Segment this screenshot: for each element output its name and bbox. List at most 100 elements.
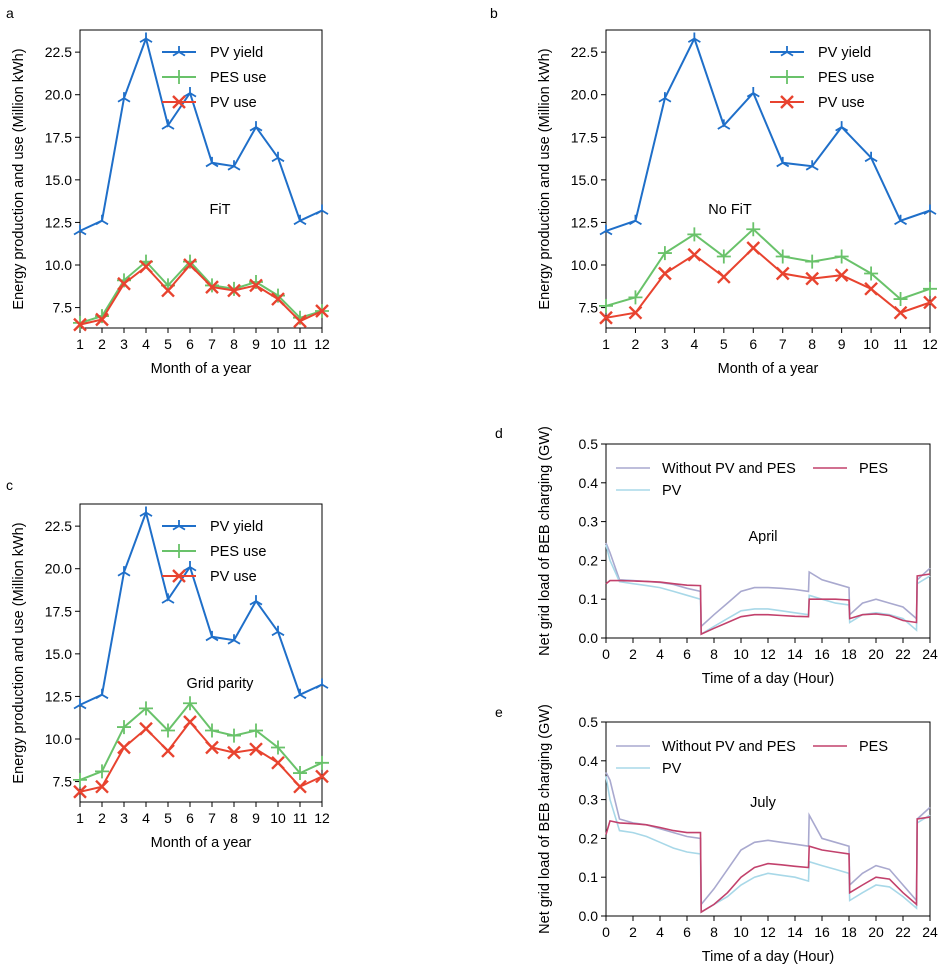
data-point (315, 755, 329, 770)
x-tick-label: 14 (787, 646, 803, 662)
data-point (293, 688, 307, 700)
y-tick-label: 20.0 (571, 87, 598, 103)
x-tick-label: 11 (293, 336, 308, 352)
series-line-e-1 (605, 776, 931, 914)
data-point (293, 766, 307, 781)
data-point (227, 634, 241, 645)
y-axis-label: Energy production and use (Million kWh) (11, 48, 27, 309)
data-point (315, 304, 329, 318)
data-point (139, 259, 153, 274)
data-point (293, 214, 307, 226)
legend-marker (172, 544, 186, 558)
data-point (249, 278, 263, 293)
axes-frame (605, 29, 931, 329)
y-tick-label: 10.0 (571, 257, 598, 273)
legend-marker (780, 46, 794, 57)
data-point (717, 119, 731, 130)
panel-e: e0 2 4 6 8 10 12 14 16 18 20 22 240.00.10.20.30.40.5… (495, 704, 938, 965)
y-tick-label: 0.3 (579, 514, 599, 530)
legend-marker (172, 520, 186, 531)
x-tick-label: 2 (632, 336, 640, 352)
data-point (205, 740, 219, 755)
panel-annotation: FiT (210, 202, 231, 218)
y-axis-label: Energy production and use (Million kWh) (11, 522, 27, 783)
y-tick-label: 15.0 (571, 172, 598, 188)
x-tick-label: 10 (733, 924, 749, 940)
legend-label: PV use (818, 95, 865, 111)
data-point (894, 214, 908, 226)
y-tick-label: 20.0 (45, 561, 72, 577)
legend-marker (172, 70, 186, 84)
y-tick-label: 22.5 (45, 518, 72, 534)
data-point (205, 630, 219, 642)
y-tick-label: 15.0 (45, 646, 72, 662)
legend-label: PV (662, 483, 682, 499)
legend-marker (780, 95, 794, 109)
data-point (249, 742, 263, 757)
x-tick-label: 22 (895, 924, 911, 940)
x-tick-label: 7 (208, 810, 216, 826)
axes-frame (79, 503, 323, 803)
data-point (893, 305, 908, 320)
data-point (73, 784, 87, 799)
data-point (249, 595, 263, 606)
x-tick-label: 8 (808, 336, 816, 352)
x-tick-label: 12 (314, 336, 330, 352)
panel-annotation: No FiT (708, 202, 752, 218)
series-line-e-0 (605, 772, 931, 907)
y-tick-label: 0.3 (579, 792, 599, 808)
x-axis-label: Month of a year (151, 361, 252, 377)
x-tick-label: 8 (230, 810, 238, 826)
data-point (117, 720, 131, 735)
y-tick-label: 10.0 (45, 731, 72, 747)
x-tick-label: 20 (868, 646, 884, 662)
data-point (73, 698, 87, 710)
legend-label: Without PV and PES (662, 461, 796, 477)
x-tick-label: 14 (787, 924, 803, 940)
legend-label: Without PV and PES (662, 739, 796, 755)
data-point (834, 249, 849, 264)
data-point (161, 119, 175, 130)
x-tick-label: 10 (863, 336, 879, 352)
data-point (161, 593, 175, 604)
panel-d: d0 2 4 6 8 10 12 14 16 18 20 22 240.00.10.20.30.40.5… (495, 425, 938, 687)
legend-label: PV use (210, 569, 257, 585)
legend-marker (780, 70, 794, 84)
y-tick-label: 0.5 (579, 436, 599, 452)
data-point (746, 222, 761, 237)
x-tick-label: 7 (208, 336, 216, 352)
data-point (183, 696, 197, 711)
data-point (249, 723, 263, 738)
y-tick-label: 22.5 (45, 44, 72, 60)
data-point (139, 721, 153, 736)
y-axis-label: Net grid load of BEB charging (GW) (537, 704, 553, 934)
x-tick-label: 4 (142, 810, 150, 826)
data-point (599, 224, 613, 236)
data-point (835, 121, 849, 132)
y-tick-label: 0.0 (579, 908, 599, 924)
data-point (271, 755, 285, 770)
legend-label: PES use (210, 544, 266, 560)
y-tick-label: 0.1 (579, 591, 599, 607)
x-tick-label: 11 (293, 810, 308, 826)
panel-a: a1 2 3 4 5 6 7 8 9 10 11 127.510.012.515.017.520.02… (6, 5, 330, 377)
x-tick-label: 12 (760, 646, 776, 662)
x-tick-label: 2 (629, 646, 637, 662)
x-tick-label: 12 (314, 810, 330, 826)
x-tick-label: 10 (270, 336, 286, 352)
data-point (117, 276, 131, 291)
data-point (864, 266, 879, 281)
panel-b: b1 2 3 4 5 6 7 8 9 10 11 127.510.012.515.017.520.02… (490, 5, 938, 377)
data-point (183, 258, 197, 272)
data-point (249, 121, 263, 132)
x-tick-label: 5 (720, 336, 728, 352)
data-point (864, 281, 878, 296)
data-point (775, 266, 790, 281)
x-tick-label: 18 (841, 924, 857, 940)
data-point (139, 32, 153, 43)
y-tick-label: 0.1 (579, 869, 599, 885)
legend-label: PV use (210, 95, 257, 111)
data-point (205, 723, 219, 738)
data-point (95, 312, 109, 327)
x-tick-label: 20 (868, 924, 884, 940)
